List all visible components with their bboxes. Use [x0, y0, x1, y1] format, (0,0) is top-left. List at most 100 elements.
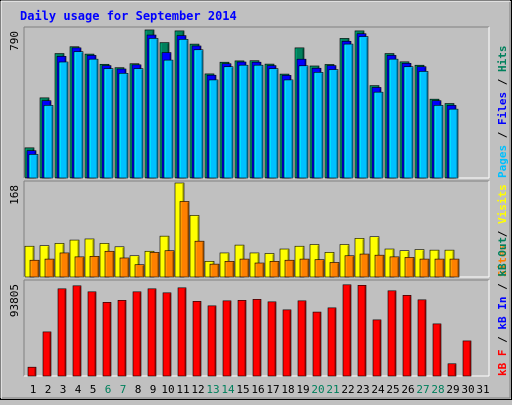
bar-face	[269, 261, 280, 278]
bar-face	[373, 91, 384, 179]
bar-pages-day-21	[328, 69, 339, 179]
bar-sites-day-14	[224, 261, 235, 278]
bar-pages-day-2	[43, 105, 54, 179]
bar-face	[374, 254, 385, 278]
bar-pages-day-4	[73, 51, 84, 179]
x-tick-label: 9	[150, 383, 157, 396]
bar-face	[103, 68, 114, 179]
bar-sites-day-6	[104, 250, 115, 278]
bar-face	[239, 258, 250, 278]
legend-part-2: kB In	[496, 297, 509, 330]
bar-kb-f-day-26	[402, 295, 412, 377]
bar-face	[418, 71, 429, 179]
bar-face	[133, 68, 144, 179]
bar-kb-f-day-10	[162, 292, 172, 377]
series-legend: kB F / kB In / kB Out	[496, 237, 509, 376]
x-tick-label: 6	[105, 383, 112, 396]
bar-pages-day-28	[433, 105, 444, 179]
bar-sites-day-20	[314, 259, 325, 278]
series-legend: Sites / Visits	[496, 184, 509, 277]
bar-sites-day-19	[299, 258, 310, 278]
bar-kb-f-day-24	[372, 319, 382, 377]
bar-sites-day-8	[134, 264, 145, 278]
series-legend: Pages / Files / Hits	[496, 46, 509, 179]
bar-kb-f-day-1	[27, 366, 37, 377]
bar-face	[149, 252, 160, 278]
bar-face	[193, 49, 204, 179]
bar-face	[342, 284, 352, 377]
bar-face	[372, 319, 382, 377]
bar-face	[327, 307, 337, 377]
bar-kb-f-day-19	[297, 300, 307, 377]
bar-kb-f-day-22	[342, 284, 352, 377]
x-tick-label: 27	[416, 383, 429, 396]
bar-kb-f-day-29	[447, 363, 457, 377]
bar-face	[238, 64, 249, 179]
bar-face	[74, 256, 85, 278]
x-tick-label: 28	[431, 383, 444, 396]
bar-pages-day-23	[358, 36, 369, 179]
legend-part-4: kB Out	[496, 237, 509, 277]
x-tick-label: 23	[356, 383, 369, 396]
bar-pages-day-11	[178, 39, 189, 179]
legend-part-0: kB F	[496, 350, 509, 377]
y-max-label: 93805	[8, 284, 21, 317]
bar-pages-day-29	[448, 108, 459, 179]
bar-face	[87, 291, 97, 377]
bar-face	[314, 259, 325, 278]
bar-kb-f-day-3	[57, 288, 67, 377]
legend-part-1: /	[496, 125, 509, 145]
bar-face	[132, 291, 142, 377]
bar-pages-day-13	[208, 79, 219, 179]
bar-face	[299, 258, 310, 278]
bar-sites-day-10	[164, 250, 175, 278]
bar-kb-f-day-7	[117, 300, 127, 377]
bar-kb-f-day-20	[312, 311, 322, 377]
bar-pages-day-18	[283, 79, 294, 179]
bar-face	[252, 299, 262, 377]
bar-sites-day-12	[194, 240, 205, 278]
bar-pages-day-1	[28, 154, 39, 179]
bar-kb-f-day-27	[417, 299, 427, 377]
bar-face	[359, 253, 370, 278]
bar-face	[58, 61, 69, 179]
bar-kb-f-day-2	[42, 331, 52, 377]
bar-kb-f-day-28	[432, 323, 442, 377]
x-tick-label: 5	[90, 383, 97, 396]
x-tick-label: 22	[341, 383, 354, 396]
bar-kb-f-day-30	[462, 340, 472, 377]
bar-face	[389, 256, 400, 278]
bar-face	[162, 292, 172, 377]
x-tick-label: 11	[176, 383, 189, 396]
bar-kb-f-day-12	[192, 301, 202, 377]
x-tick-label: 19	[296, 383, 309, 396]
bar-sites-day-29	[449, 258, 460, 278]
bar-sites-day-28	[434, 258, 445, 278]
bar-sites-day-15	[239, 258, 250, 278]
bar-sites-day-7	[119, 257, 130, 278]
x-tick-label: 31	[476, 383, 489, 396]
legend-part-2: Visits	[496, 184, 509, 224]
bar-sites-day-18	[284, 259, 295, 278]
y-max-label: 790	[8, 31, 21, 51]
bar-pages-day-19	[298, 65, 309, 179]
legend-part-4: Hits	[496, 46, 509, 73]
bar-sites-day-5	[89, 255, 100, 278]
bar-face	[284, 259, 295, 278]
bar-face	[313, 72, 324, 179]
x-tick-label: 14	[221, 383, 235, 396]
x-tick-label: 30	[461, 383, 474, 396]
x-tick-label: 17	[266, 383, 279, 396]
bar-kb-f-day-11	[177, 287, 187, 377]
bar-face	[43, 105, 54, 179]
bar-face	[102, 302, 112, 377]
bar-pages-day-16	[253, 64, 264, 179]
bar-face	[344, 255, 355, 278]
bar-pages-day-26	[403, 66, 414, 179]
bar-sites-day-17	[269, 261, 280, 278]
bar-sites-day-11	[179, 201, 190, 278]
bar-face	[208, 79, 219, 179]
bar-face	[117, 300, 127, 377]
bar-face	[343, 43, 354, 179]
